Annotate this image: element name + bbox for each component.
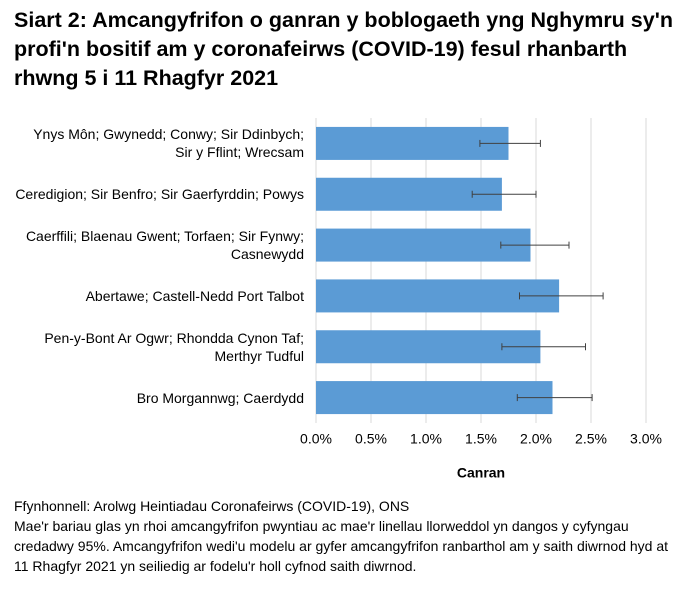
error-bar: [479, 139, 541, 147]
bar: [316, 177, 502, 211]
x-tick-label: 1.0%: [410, 431, 442, 447]
y-tick-label: Bro Morgannwg; Caerdydd: [136, 389, 304, 406]
note: Mae'r bariau glas yn rhoi amcangyfrifon …: [14, 518, 669, 574]
x-tick-label: 0.5%: [355, 431, 387, 447]
y-tick-label: Pen-y-Bont Ar Ogwr; Rhondda Cynon Taf; M…: [44, 329, 304, 364]
error-bar: [519, 292, 604, 300]
y-tick-label: Ceredigion; Sir Benfro; Sir Gaerfyrddin;…: [15, 186, 304, 203]
error-bar: [471, 190, 537, 198]
x-tick-label: 2.5%: [575, 431, 607, 447]
bar: [316, 228, 531, 262]
error-bar: [516, 394, 593, 402]
y-tick-label: Abertawe; Castell-Nedd Port Talbot: [85, 287, 304, 304]
y-tick-label: Caerffili; Blaenau Gwent; Torfaen; Sir F…: [25, 228, 304, 263]
footer: Ffynhonnell: Arolwg Heintiadau Coronafei…: [14, 496, 674, 576]
error-bar: [501, 343, 586, 351]
x-tick-label: 3.0%: [630, 431, 662, 447]
x-axis-title: Canran: [457, 465, 505, 481]
error-bar: [500, 241, 570, 249]
x-tick-label: 2.0%: [520, 431, 552, 447]
bar: [316, 381, 553, 415]
x-tick-label: 1.5%: [465, 431, 497, 447]
x-tick-label: 0.0%: [300, 431, 332, 447]
chart-title: Siart 2: Amcangyfrifon o ganran y boblog…: [14, 8, 673, 90]
source: Ffynhonnell: Arolwg Heintiadau Coronafei…: [14, 498, 410, 514]
bar: [316, 126, 509, 160]
y-tick-label: Ynys Môn; Gwynedd; Conwy; Sir Ddinbych; …: [33, 126, 304, 161]
bar: [316, 279, 560, 313]
